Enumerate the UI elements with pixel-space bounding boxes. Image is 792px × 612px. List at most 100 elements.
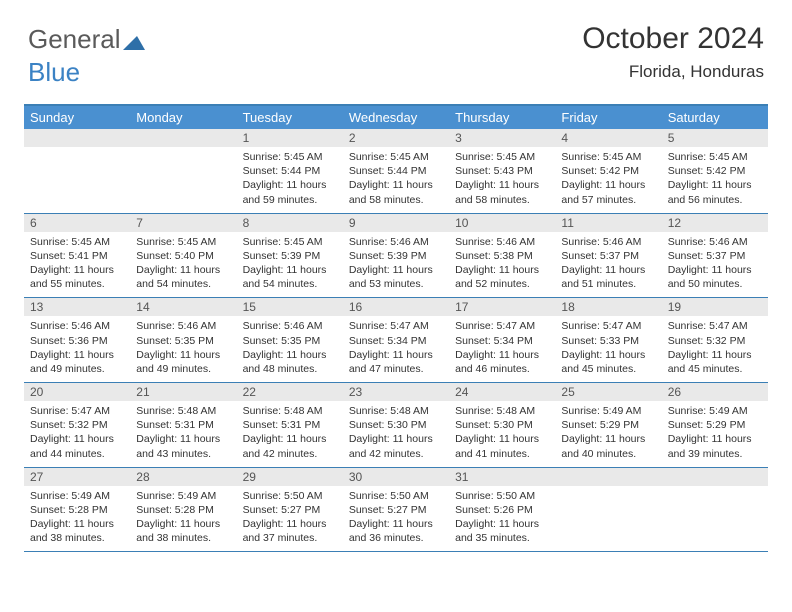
sunrise-text: Sunrise: 5:47 AM <box>349 319 443 333</box>
daylight-text: Daylight: 11 hours and 42 minutes. <box>243 432 337 460</box>
day-details: Sunrise: 5:46 AMSunset: 5:35 PMDaylight:… <box>130 316 236 382</box>
sunrise-text: Sunrise: 5:49 AM <box>136 489 230 503</box>
day-number: 6 <box>24 214 130 232</box>
day-number: 1 <box>237 129 343 147</box>
sunrise-text: Sunrise: 5:48 AM <box>455 404 549 418</box>
dayname-header: Sunday <box>24 106 130 129</box>
day-details: Sunrise: 5:46 AMSunset: 5:36 PMDaylight:… <box>24 316 130 382</box>
sunset-text: Sunset: 5:29 PM <box>668 418 762 432</box>
day-cell: 22Sunrise: 5:48 AMSunset: 5:31 PMDayligh… <box>237 383 343 467</box>
sunrise-text: Sunrise: 5:45 AM <box>243 150 337 164</box>
day-details: Sunrise: 5:50 AMSunset: 5:27 PMDaylight:… <box>237 486 343 552</box>
day-cell: 19Sunrise: 5:47 AMSunset: 5:32 PMDayligh… <box>662 298 768 382</box>
week-row: 27Sunrise: 5:49 AMSunset: 5:28 PMDayligh… <box>24 468 768 553</box>
day-cell: 31Sunrise: 5:50 AMSunset: 5:26 PMDayligh… <box>449 468 555 552</box>
day-number: 8 <box>237 214 343 232</box>
day-cell: 18Sunrise: 5:47 AMSunset: 5:33 PMDayligh… <box>555 298 661 382</box>
week-row: 20Sunrise: 5:47 AMSunset: 5:32 PMDayligh… <box>24 383 768 468</box>
brand-logo: General Blue <box>28 24 145 88</box>
day-number: 15 <box>237 298 343 316</box>
sunrise-text: Sunrise: 5:46 AM <box>30 319 124 333</box>
sunrise-text: Sunrise: 5:47 AM <box>561 319 655 333</box>
sunrise-text: Sunrise: 5:45 AM <box>455 150 549 164</box>
sunrise-text: Sunrise: 5:50 AM <box>349 489 443 503</box>
daylight-text: Daylight: 11 hours and 48 minutes. <box>243 348 337 376</box>
day-details: Sunrise: 5:46 AMSunset: 5:37 PMDaylight:… <box>662 232 768 298</box>
daylight-text: Daylight: 11 hours and 58 minutes. <box>349 178 443 206</box>
sunset-text: Sunset: 5:26 PM <box>455 503 549 517</box>
sunrise-text: Sunrise: 5:48 AM <box>136 404 230 418</box>
day-number: 4 <box>555 129 661 147</box>
day-details: Sunrise: 5:49 AMSunset: 5:28 PMDaylight:… <box>130 486 236 552</box>
sunset-text: Sunset: 5:41 PM <box>30 249 124 263</box>
sunset-text: Sunset: 5:36 PM <box>30 334 124 348</box>
day-details: Sunrise: 5:45 AMSunset: 5:44 PMDaylight:… <box>343 147 449 213</box>
day-number: 20 <box>24 383 130 401</box>
day-details: Sunrise: 5:49 AMSunset: 5:29 PMDaylight:… <box>555 401 661 467</box>
day-number <box>662 468 768 486</box>
sunrise-text: Sunrise: 5:46 AM <box>668 235 762 249</box>
day-details: Sunrise: 5:45 AMSunset: 5:39 PMDaylight:… <box>237 232 343 298</box>
sunrise-text: Sunrise: 5:50 AM <box>455 489 549 503</box>
sunset-text: Sunset: 5:27 PM <box>349 503 443 517</box>
day-cell-empty <box>555 468 661 552</box>
day-cell-empty <box>130 129 236 213</box>
sunrise-text: Sunrise: 5:45 AM <box>136 235 230 249</box>
day-number: 10 <box>449 214 555 232</box>
day-details: Sunrise: 5:47 AMSunset: 5:33 PMDaylight:… <box>555 316 661 382</box>
day-cell: 26Sunrise: 5:49 AMSunset: 5:29 PMDayligh… <box>662 383 768 467</box>
day-number: 29 <box>237 468 343 486</box>
week-row: 13Sunrise: 5:46 AMSunset: 5:36 PMDayligh… <box>24 298 768 383</box>
sunrise-text: Sunrise: 5:46 AM <box>561 235 655 249</box>
sunrise-text: Sunrise: 5:45 AM <box>561 150 655 164</box>
daylight-text: Daylight: 11 hours and 49 minutes. <box>30 348 124 376</box>
sunrise-text: Sunrise: 5:45 AM <box>243 235 337 249</box>
day-cell: 12Sunrise: 5:46 AMSunset: 5:37 PMDayligh… <box>662 214 768 298</box>
sunrise-text: Sunrise: 5:45 AM <box>30 235 124 249</box>
daylight-text: Daylight: 11 hours and 38 minutes. <box>136 517 230 545</box>
sunrise-text: Sunrise: 5:47 AM <box>668 319 762 333</box>
day-cell: 21Sunrise: 5:48 AMSunset: 5:31 PMDayligh… <box>130 383 236 467</box>
day-details: Sunrise: 5:45 AMSunset: 5:40 PMDaylight:… <box>130 232 236 298</box>
daylight-text: Daylight: 11 hours and 43 minutes. <box>136 432 230 460</box>
sunset-text: Sunset: 5:39 PM <box>349 249 443 263</box>
sunrise-text: Sunrise: 5:49 AM <box>561 404 655 418</box>
dayname-header: Monday <box>130 106 236 129</box>
sunset-text: Sunset: 5:37 PM <box>561 249 655 263</box>
title-location: Florida, Honduras <box>582 62 764 82</box>
sunrise-text: Sunrise: 5:47 AM <box>455 319 549 333</box>
day-details <box>555 486 661 544</box>
day-details: Sunrise: 5:49 AMSunset: 5:28 PMDaylight:… <box>24 486 130 552</box>
daylight-text: Daylight: 11 hours and 45 minutes. <box>668 348 762 376</box>
brand-part2: Blue <box>28 57 80 87</box>
daylight-text: Daylight: 11 hours and 58 minutes. <box>455 178 549 206</box>
day-details: Sunrise: 5:48 AMSunset: 5:31 PMDaylight:… <box>130 401 236 467</box>
day-details: Sunrise: 5:46 AMSunset: 5:39 PMDaylight:… <box>343 232 449 298</box>
day-details <box>24 147 130 205</box>
sunset-text: Sunset: 5:31 PM <box>136 418 230 432</box>
day-cell: 23Sunrise: 5:48 AMSunset: 5:30 PMDayligh… <box>343 383 449 467</box>
day-number: 22 <box>237 383 343 401</box>
sunset-text: Sunset: 5:39 PM <box>243 249 337 263</box>
day-details: Sunrise: 5:47 AMSunset: 5:32 PMDaylight:… <box>662 316 768 382</box>
daylight-text: Daylight: 11 hours and 38 minutes. <box>30 517 124 545</box>
daylight-text: Daylight: 11 hours and 36 minutes. <box>349 517 443 545</box>
dayname-header: Friday <box>555 106 661 129</box>
day-details: Sunrise: 5:47 AMSunset: 5:32 PMDaylight:… <box>24 401 130 467</box>
daylight-text: Daylight: 11 hours and 41 minutes. <box>455 432 549 460</box>
day-number: 2 <box>343 129 449 147</box>
daylight-text: Daylight: 11 hours and 50 minutes. <box>668 263 762 291</box>
day-cell: 3Sunrise: 5:45 AMSunset: 5:43 PMDaylight… <box>449 129 555 213</box>
sunset-text: Sunset: 5:35 PM <box>136 334 230 348</box>
sunset-text: Sunset: 5:34 PM <box>349 334 443 348</box>
day-cell: 16Sunrise: 5:47 AMSunset: 5:34 PMDayligh… <box>343 298 449 382</box>
day-number: 3 <box>449 129 555 147</box>
day-details: Sunrise: 5:45 AMSunset: 5:41 PMDaylight:… <box>24 232 130 298</box>
daylight-text: Daylight: 11 hours and 49 minutes. <box>136 348 230 376</box>
day-details: Sunrise: 5:48 AMSunset: 5:30 PMDaylight:… <box>343 401 449 467</box>
day-cell: 11Sunrise: 5:46 AMSunset: 5:37 PMDayligh… <box>555 214 661 298</box>
sunrise-text: Sunrise: 5:49 AM <box>30 489 124 503</box>
brand-part1: General <box>28 24 121 54</box>
sunset-text: Sunset: 5:34 PM <box>455 334 549 348</box>
dayname-header: Thursday <box>449 106 555 129</box>
